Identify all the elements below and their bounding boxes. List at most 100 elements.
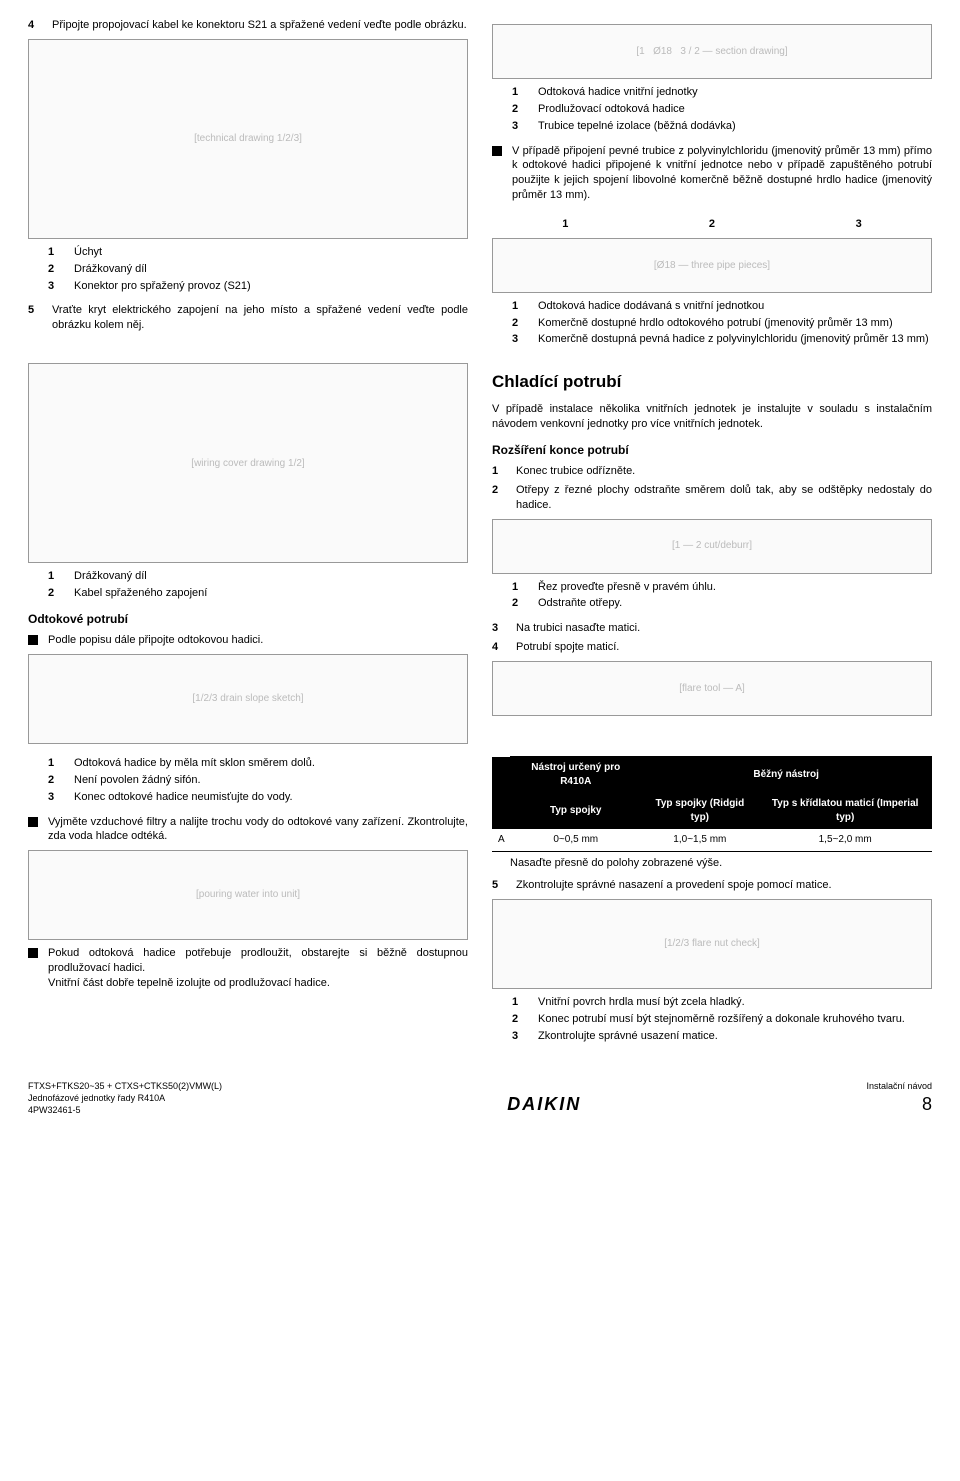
- fig-step4-unit: [technical drawing 1/2/3]: [28, 39, 468, 239]
- fig-pour-water: [pouring water into unit]: [28, 850, 468, 940]
- r-step-num: 5: [492, 878, 506, 893]
- n: 3: [856, 217, 862, 232]
- r-step-num: 2: [492, 483, 506, 513]
- fig-flare-A: [flare tool — A]: [492, 661, 932, 716]
- bullet-icon: [28, 817, 38, 827]
- leg-text: Odstraňte otřepy.: [538, 596, 622, 611]
- n: 2: [709, 217, 715, 232]
- legend-drain: 1 Odtoková hadice by měla mít sklon směre…: [48, 756, 468, 805]
- fig-drain-slope: [1/2/3 drain slope sketch]: [28, 654, 468, 744]
- leg: 2: [512, 102, 524, 117]
- legend-flare: 1 Vnitřní povrch hrdla musí být zcela hla…: [512, 995, 932, 1044]
- leg-text: Prodlužovací odtoková hadice: [538, 102, 685, 117]
- r-step-text: Zkontrolujte správné nasazení a proveden…: [516, 878, 932, 893]
- flare-table: Nástroj určený pro R410A Běžný nástroj T…: [492, 756, 932, 852]
- leg: 2: [48, 773, 60, 788]
- td: 0~0,5 mm: [511, 829, 641, 852]
- leg: 3: [48, 790, 60, 805]
- chladici-title: Chladící potrubí: [492, 371, 932, 394]
- leg-text: Komerčně dostupné hrdlo odtokového potru…: [538, 316, 893, 331]
- leg: 3: [512, 332, 524, 347]
- leg-text: Konektor pro spřažený provoz (S21): [74, 279, 251, 294]
- leg: 1: [512, 995, 524, 1010]
- leg: 2: [512, 1012, 524, 1027]
- t: Pokud odtoková hadice potřebuje prodlouž…: [48, 947, 468, 974]
- legend-cut: 1Řez proveďte přesně v pravém úhlu. 2Ods…: [512, 580, 932, 612]
- table-row: A 0~0,5 mm 1,0~1,5 mm 1,5~2,0 mm: [492, 829, 932, 852]
- td: 1,0~1,5 mm: [641, 829, 759, 852]
- leg-text: Komerčně dostupná pevná hadice z polyvin…: [538, 332, 929, 347]
- n: 1: [562, 217, 568, 232]
- td: 1,5~2,0 mm: [759, 829, 932, 852]
- th: Nástroj určený pro R410A: [511, 757, 641, 793]
- leg-text: Vnitřní povrch hrdla musí být zcela hlad…: [538, 995, 745, 1010]
- odtok-b1: Podle popisu dále připojte odtokovou had…: [48, 633, 468, 648]
- leg-text: Zkontrolujte správné usazení matice.: [538, 1029, 718, 1044]
- fig-hose-section: [1 Ø18 3 / 2 — section drawing]: [492, 24, 932, 79]
- leg-text: Odtoková hadice dodávaná s vnitřní jedno…: [538, 299, 764, 314]
- chladici-intro: V případě instalace několika vnitřních j…: [492, 402, 932, 432]
- leg: 2: [48, 262, 60, 277]
- brand-logo: DAIKIN: [507, 1092, 581, 1116]
- leg: 1: [512, 85, 524, 100]
- odtok-b3: Pokud odtoková hadice potřebuje prodlouž…: [48, 946, 468, 991]
- step-4-num: 4: [28, 18, 42, 33]
- r-step-text: Na trubici nasaďte matici.: [516, 621, 932, 636]
- rozsireni-title: Rozšíření konce potrubí: [492, 442, 932, 458]
- leg: 3: [512, 1029, 524, 1044]
- leg: 1: [48, 569, 60, 584]
- odtok-title: Odtokové potrubí: [28, 611, 468, 627]
- page-footer: FTXS+FTKS20~35 + CTXS+CTKS50(2)VMW(L) Je…: [28, 1080, 932, 1116]
- footer-model: FTXS+FTKS20~35 + CTXS+CTKS50(2)VMW(L): [28, 1080, 222, 1092]
- leg: 2: [48, 586, 60, 601]
- leg-text: Trubice tepelné izolace (běžná dodávka): [538, 119, 736, 134]
- bullet-icon: [28, 948, 38, 958]
- step-4-text: Připojte propojovací kabel ke konektoru …: [52, 18, 468, 33]
- r-step-num: 4: [492, 640, 506, 655]
- bullet-icon: [492, 146, 502, 156]
- r-step-num: 3: [492, 621, 506, 636]
- legend-step4: 1 Úchyt 2 Drážkovaný díl 3 Konektor pro spř…: [48, 245, 468, 294]
- leg-text: Není povolen žádný sifón.: [74, 773, 201, 788]
- leg-text: Konec odtokové hadice neumisťujte do vod…: [74, 790, 293, 805]
- leg: 1: [48, 245, 60, 260]
- t: Vnitřní část dobře tepelně izolujte od p…: [48, 977, 330, 989]
- footer-doctype: Instalační návod: [866, 1080, 932, 1092]
- footer-series: Jednofázové jednotky řady R410A: [28, 1092, 222, 1104]
- th: Typ spojky (Ridgid typ): [641, 793, 759, 829]
- leg: 1: [512, 299, 524, 314]
- leg-text: Drážkovaný díl: [74, 569, 147, 584]
- fig-cut-deburr: [1 — 2 cut/deburr]: [492, 519, 932, 574]
- leg-text: Drážkovaný díl: [74, 262, 147, 277]
- page-number: 8: [866, 1092, 932, 1116]
- th: Typ spojky: [511, 793, 641, 829]
- fig-3parts-nums: 1 2 3: [492, 217, 932, 232]
- pvc-note: V případě připojení pevné trubice z poly…: [512, 144, 932, 203]
- footer-docno: 4PW32461-5: [28, 1104, 222, 1116]
- leg-text: Odtoková hadice vnitřní jednotky: [538, 85, 698, 100]
- r-step-text: Otřepy z řezné plochy odstraňte směrem d…: [516, 483, 932, 513]
- legend-3parts: 1 Odtoková hadice dodávaná s vnitřní jedn…: [512, 299, 932, 348]
- legend-hose: 1 Odtoková hadice vnitřní jednotky 2 Prodl…: [512, 85, 932, 134]
- fig-flare-check: [1/2/3 flare nut check]: [492, 899, 932, 989]
- leg: 3: [512, 119, 524, 134]
- fig-3parts: [Ø18 — three pipe pieces]: [492, 238, 932, 293]
- leg-text: Úchyt: [74, 245, 102, 260]
- leg: 3: [48, 279, 60, 294]
- th: Běžný nástroj: [641, 757, 932, 793]
- fig-step5-unit: [wiring cover drawing 1/2]: [28, 363, 468, 563]
- th: Typ s křídlatou maticí (Imperial typ): [759, 793, 932, 829]
- r-step-text: Konec trubice odřízněte.: [516, 464, 932, 479]
- leg: 2: [512, 596, 524, 611]
- leg: 2: [512, 316, 524, 331]
- table-after: Nasaďte přesně do polohy zobrazené výše.: [510, 856, 932, 871]
- leg: 1: [512, 580, 524, 595]
- step-5-text: Vraťte kryt elektrického zapojení na jeh…: [52, 303, 468, 333]
- r-step-text: Potrubí spojte maticí.: [516, 640, 932, 655]
- leg: 1: [48, 756, 60, 771]
- odtok-b2: Vyjměte vzduchové filtry a nalijte troch…: [48, 815, 468, 845]
- leg-text: Odtoková hadice by měla mít sklon směrem…: [74, 756, 315, 771]
- step-5-num: 5: [28, 303, 42, 333]
- r-step-num: 1: [492, 464, 506, 479]
- leg-text: Kabel spřaženého zapojení: [74, 586, 207, 601]
